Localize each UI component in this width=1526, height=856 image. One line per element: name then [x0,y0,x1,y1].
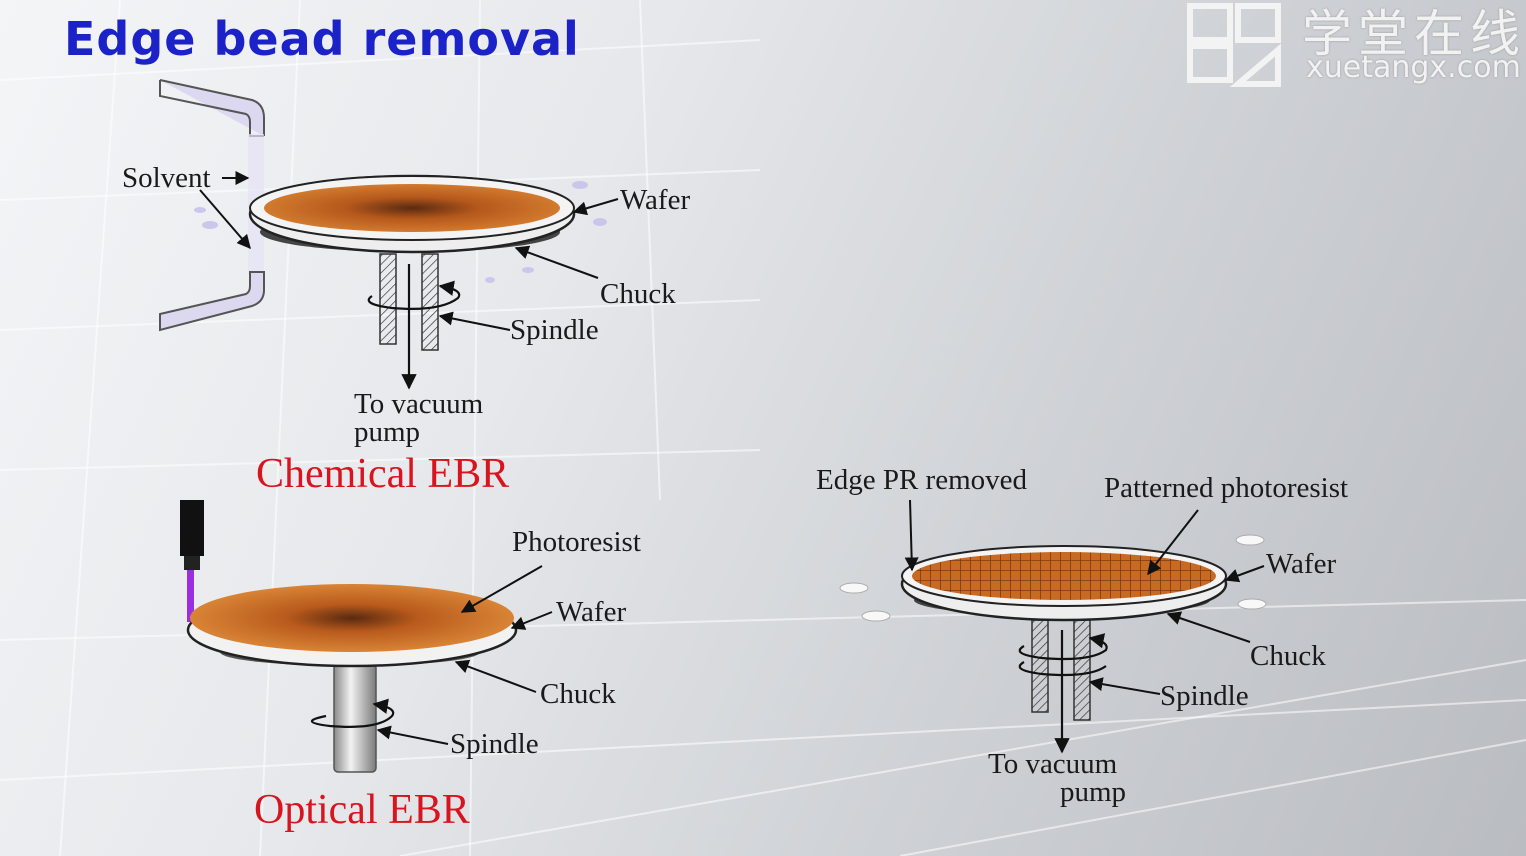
book-logo-icon [1187,3,1281,87]
label-result-spindle: Spindle [1160,680,1249,712]
logo-url-text: xuetangx.com [1306,50,1521,85]
logo-chinese-text: 学堂在线 [1302,5,1526,63]
label-result-wafer: Wafer [1266,548,1337,580]
label-chemical-wafer: Wafer [620,184,691,216]
label-patterned-photoresist: Patterned photoresist [1104,472,1349,504]
label-edge-pr-removed: Edge PR removed [816,464,1028,496]
slide-title: Edge bead removal [64,12,580,66]
label-chemical-vacuum-line2: pump [354,416,421,448]
label-solvent: Solvent [122,162,211,194]
label-optical-wafer: Wafer [556,596,627,628]
optical-ebr-drawing [180,500,553,773]
label-result-vacuum-line1: To vacuum [988,748,1118,780]
caption-optical-ebr: Optical EBR [254,787,470,833]
patterned-wafer-drawing [839,499,1267,754]
chemical-ebr-drawing [159,79,619,390]
label-chemical-chuck: Chuck [600,278,676,310]
label-chemical-spindle: Spindle [510,314,599,346]
label-optical-spindle: Spindle [450,728,539,760]
caption-chemical-ebr: Chemical EBR [256,451,510,497]
label-result-chuck: Chuck [1250,640,1326,672]
label-chemical-vacuum-line1: To vacuum [354,388,484,420]
label-optical-chuck: Chuck [540,678,616,710]
label-photoresist: Photoresist [512,526,641,558]
label-result-vacuum-line2: pump [1060,776,1127,808]
